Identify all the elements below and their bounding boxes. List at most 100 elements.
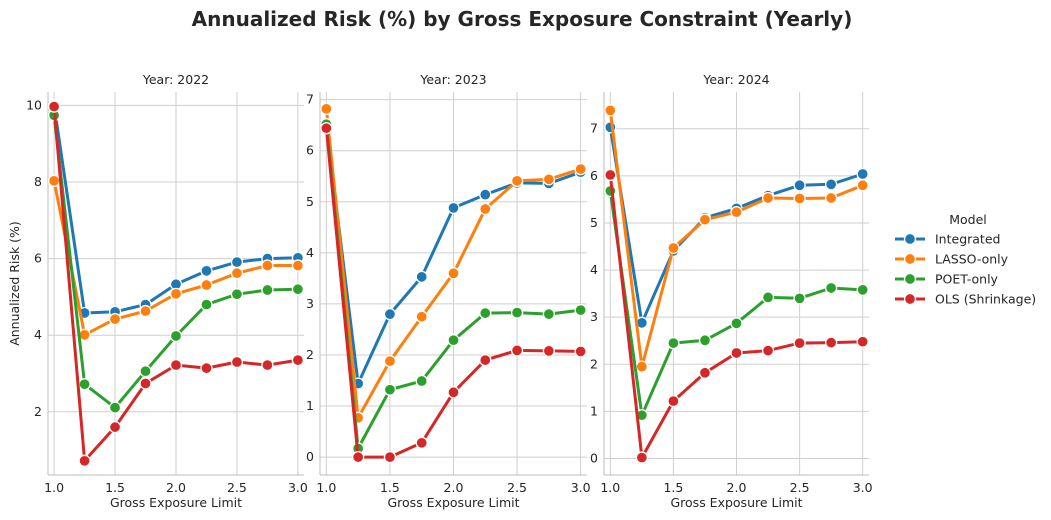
series-lasso-only	[604, 104, 869, 373]
data-point	[793, 179, 806, 192]
data-point	[793, 292, 806, 305]
legend-title: Model	[949, 212, 987, 227]
series-lasso-only	[47, 174, 305, 341]
data-point	[604, 104, 617, 117]
x-tick-label: 1.0	[316, 480, 336, 495]
data-point	[320, 122, 333, 135]
data-point	[793, 336, 806, 350]
data-point	[761, 291, 775, 304]
data-point	[169, 287, 183, 300]
legend-label: Integrated	[935, 232, 1000, 247]
y-tick-label: 2	[590, 356, 598, 371]
panel-1: 1.0 1.5 2.0 2.5 3.0 2 4 6 8 10 Year: 2022 Gross Exp…	[7, 72, 308, 510]
y-tick-label: 1	[590, 403, 598, 418]
x-tick-label: 1.5	[380, 480, 400, 495]
x-tick-label: 2.0	[727, 480, 747, 495]
data-point	[667, 394, 680, 408]
x-tick-label: 3.0	[288, 480, 308, 495]
series-ols-shrinkage	[320, 122, 587, 464]
data-point	[78, 378, 91, 391]
data-point	[856, 335, 869, 348]
data-point	[667, 336, 680, 350]
data-point	[108, 312, 122, 326]
data-point	[793, 192, 806, 205]
data-point	[824, 178, 838, 191]
data-point	[856, 179, 869, 192]
legend-label: LASSO-only	[935, 252, 1009, 267]
data-point	[230, 255, 244, 269]
y-tick-label: 5	[590, 215, 598, 230]
data-point	[169, 329, 183, 343]
data-point	[291, 259, 305, 272]
data-point	[230, 288, 244, 301]
x-axis-label: Gross Exposure Limit	[110, 495, 242, 510]
series-ols-shrinkage	[47, 100, 305, 467]
data-point	[47, 100, 61, 113]
panel-2: 1.0 1.5 2.0 2.5 3.0 0 1 2 3 4 5 6 7 Year: 2023 Gross E…	[306, 72, 591, 510]
data-point	[574, 162, 587, 176]
data-point	[824, 336, 838, 349]
legend-marker	[903, 292, 917, 306]
data-point	[415, 310, 428, 323]
panel-title: Year: 2022	[142, 72, 209, 87]
y-tick-label: 7	[590, 121, 598, 136]
series-poet-only	[604, 184, 869, 422]
y-tick-label: 6	[590, 168, 598, 183]
data-point	[479, 353, 492, 367]
legend-entry: POET-only	[895, 272, 999, 287]
panel-title: Year: 2023	[419, 72, 486, 87]
y-tick-label: 7	[306, 92, 314, 107]
data-point	[698, 334, 712, 347]
y-tick-label: 4	[590, 262, 598, 277]
legend-marker	[903, 272, 917, 286]
series-lasso-only	[320, 102, 587, 424]
series-poet-only	[47, 109, 305, 414]
data-point	[542, 173, 556, 186]
x-tick-label: 2.5	[790, 480, 810, 495]
y-tick-label: 6	[306, 143, 314, 158]
data-point	[574, 345, 587, 358]
data-point	[510, 306, 524, 319]
data-point	[635, 360, 649, 373]
data-point	[230, 267, 244, 280]
data-point	[261, 283, 274, 297]
data-point	[291, 353, 305, 367]
data-point	[510, 344, 524, 357]
data-point	[824, 281, 838, 295]
data-point	[761, 191, 775, 205]
panel-3: 1.0 1.5 2.0 2.5 3.0 0 1 2 3 4 5 6 7 Year: 2024 Gross E…	[590, 72, 873, 510]
data-point	[479, 202, 492, 216]
data-point	[479, 306, 492, 320]
legend-entry: OLS (Shrinkage)	[895, 292, 1036, 307]
y-tick-label: 3	[306, 296, 314, 311]
y-tick-label: 0	[590, 451, 598, 466]
y-tick-label: 2	[34, 404, 42, 419]
y-tick-label: 10	[26, 97, 42, 112]
data-point	[200, 298, 213, 311]
data-point	[320, 102, 333, 116]
data-point	[415, 270, 428, 284]
y-tick-label: 4	[306, 245, 314, 260]
data-point	[169, 358, 183, 372]
data-point	[698, 213, 712, 226]
data-point	[415, 374, 428, 388]
panel-title: Year: 2024	[702, 72, 769, 87]
data-point	[447, 334, 460, 347]
x-tick-label: 2.0	[444, 480, 464, 495]
data-point	[351, 450, 365, 464]
x-tick-label: 1.0	[600, 480, 620, 495]
data-point	[856, 283, 869, 297]
data-point	[383, 354, 397, 368]
x-tick-label: 1.5	[663, 480, 683, 495]
data-point	[761, 344, 775, 357]
x-tick-label: 3.0	[571, 480, 591, 495]
data-point	[574, 303, 587, 317]
data-point	[139, 365, 152, 378]
legend-marker	[903, 232, 917, 246]
data-point	[383, 450, 397, 464]
data-point	[447, 386, 460, 399]
data-point	[479, 188, 492, 201]
data-point	[261, 358, 274, 372]
